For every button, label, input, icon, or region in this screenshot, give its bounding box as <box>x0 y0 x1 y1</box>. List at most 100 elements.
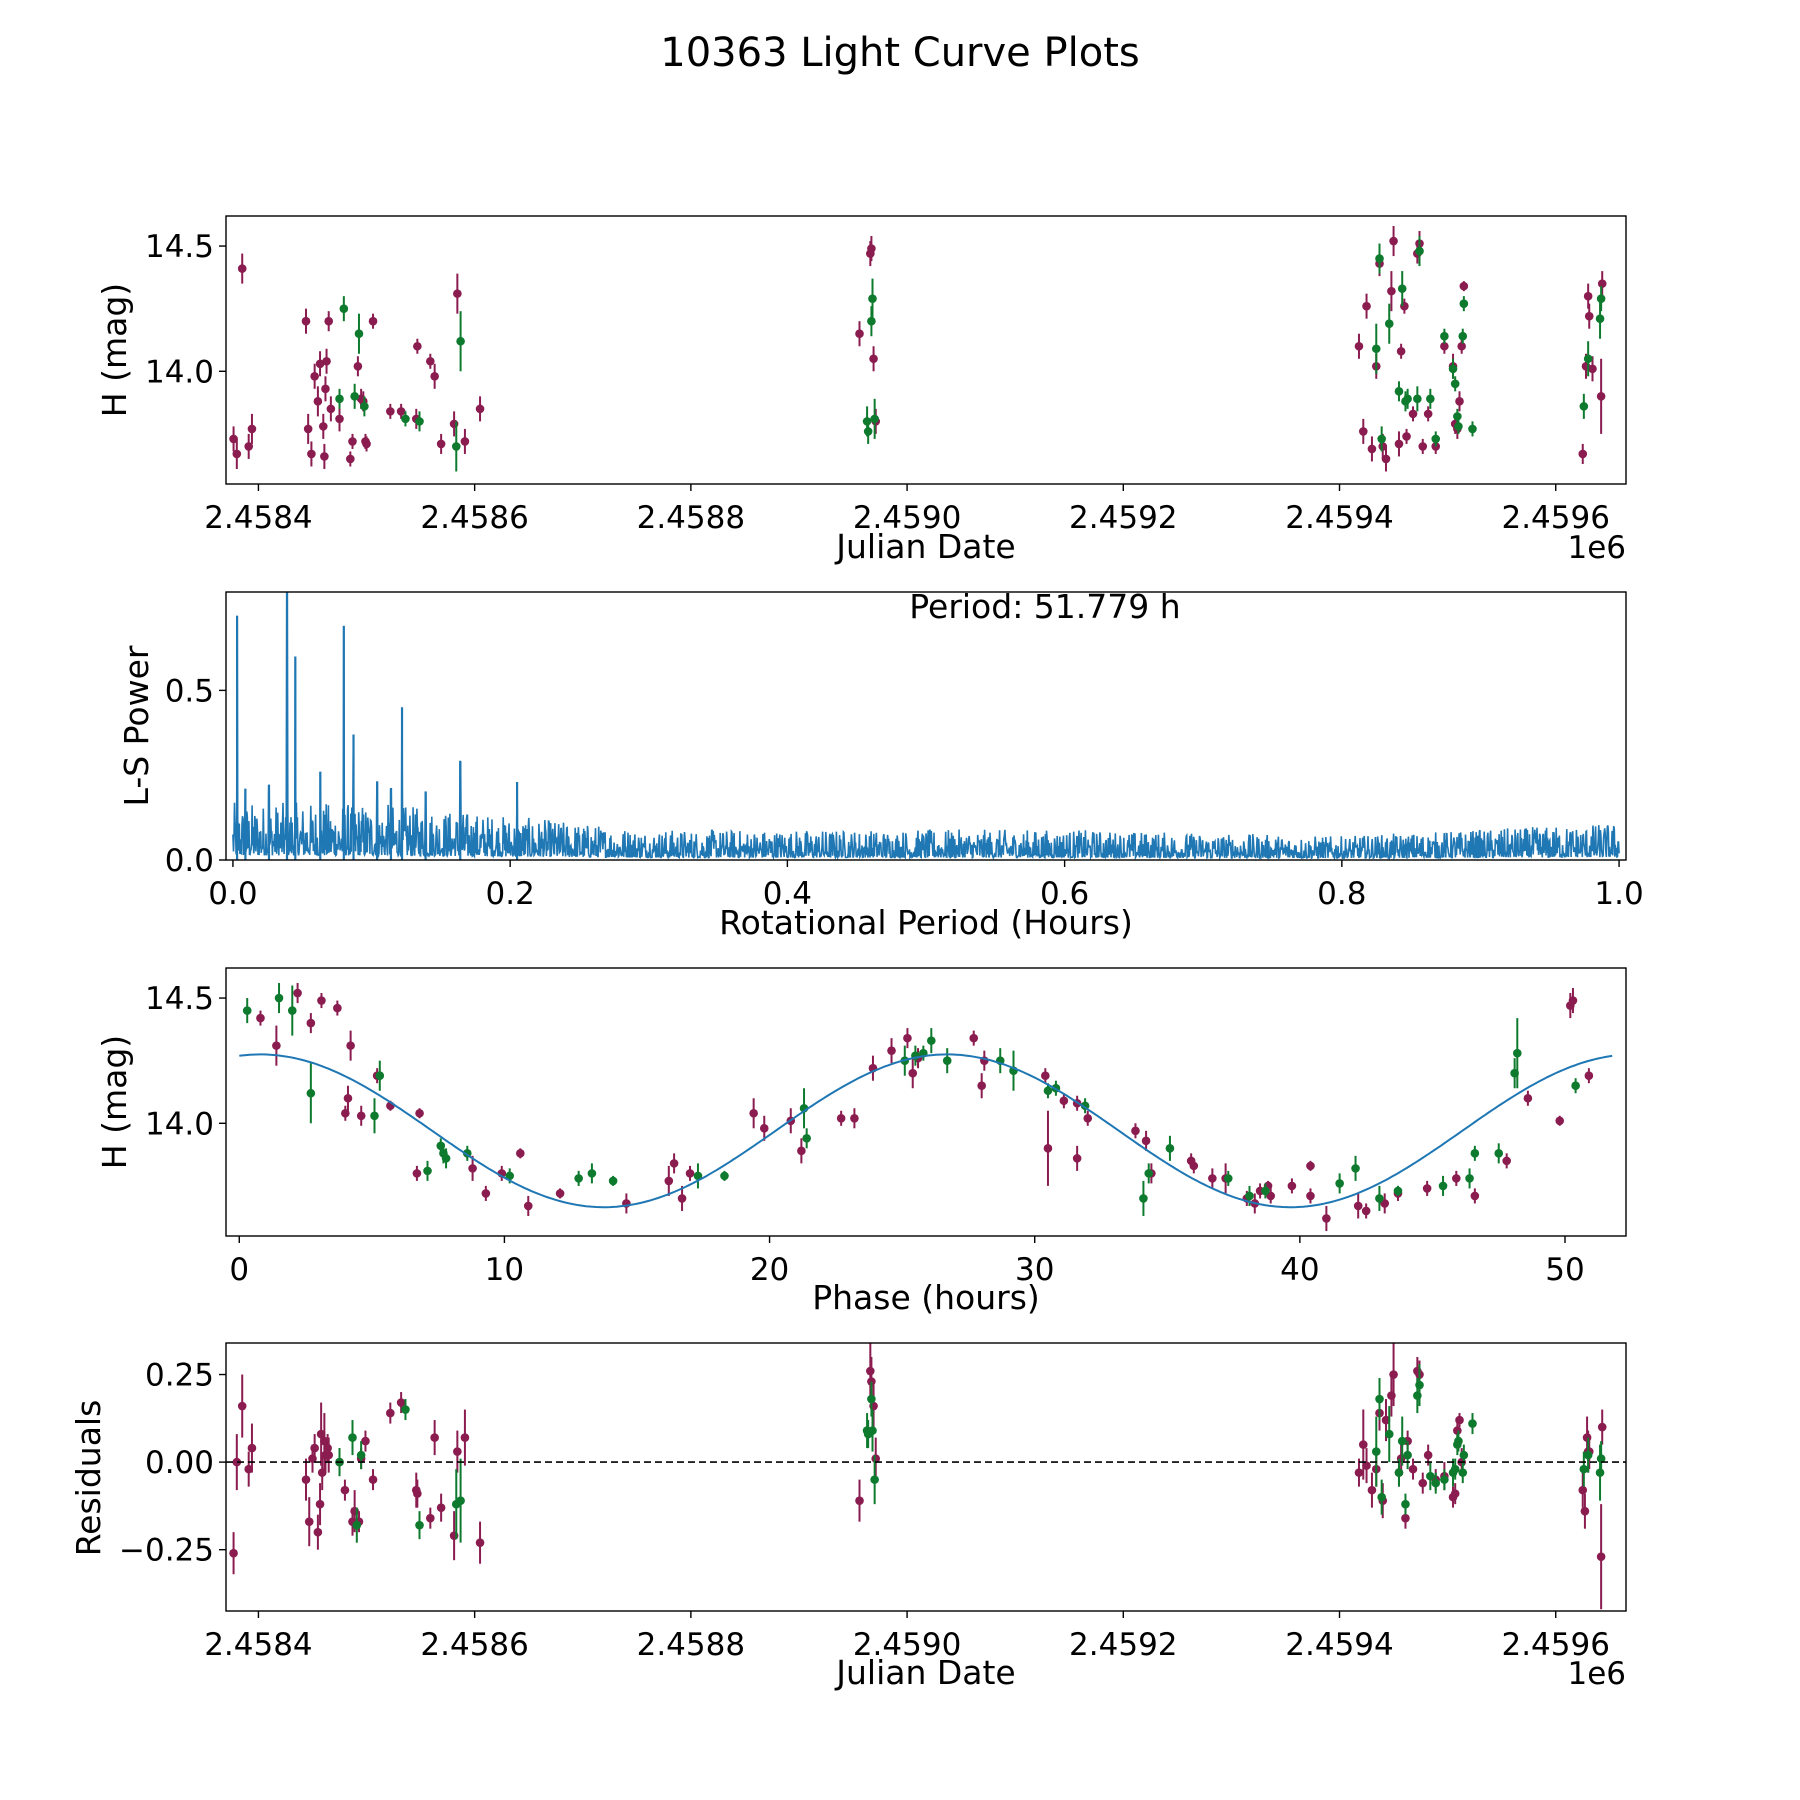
data-point <box>1440 331 1449 341</box>
data-point <box>1426 1471 1435 1481</box>
data-point <box>413 341 422 351</box>
data-point <box>350 392 359 401</box>
data-point <box>523 1201 533 1211</box>
data-point <box>362 439 371 449</box>
data-point <box>1306 1191 1315 1201</box>
data-point <box>229 434 238 444</box>
residuals-offset-label: 1e6 <box>1567 1656 1626 1692</box>
data-point <box>867 244 876 253</box>
data-point <box>368 316 378 326</box>
data-point <box>867 1394 876 1404</box>
data-point <box>1384 319 1394 329</box>
data-point <box>1597 1422 1607 1432</box>
y-tick-label: 0.00 <box>145 1445 214 1481</box>
lightcurve-plot-area <box>229 226 1607 472</box>
data-point <box>301 1475 311 1484</box>
data-point <box>1377 434 1386 444</box>
data-point <box>323 1443 332 1453</box>
data-point <box>1426 394 1435 404</box>
data-point <box>1431 1478 1441 1488</box>
data-point <box>1072 1154 1082 1163</box>
data-point <box>1418 442 1428 451</box>
periodogram-line <box>232 592 1620 860</box>
data-point <box>1413 394 1422 404</box>
data-point <box>1459 299 1469 308</box>
data-point <box>430 371 439 381</box>
data-point <box>868 1426 877 1435</box>
data-point <box>1470 1149 1480 1158</box>
data-point <box>693 1171 703 1181</box>
data-point <box>969 1033 979 1043</box>
x-tick-label: 40 <box>1280 1252 1319 1288</box>
y-tick-label: −0.25 <box>119 1533 214 1569</box>
data-point <box>370 1111 379 1121</box>
data-point <box>887 1046 896 1055</box>
data-point <box>1375 1394 1384 1404</box>
data-point <box>453 1447 462 1456</box>
periodogram-frame <box>225 591 1627 861</box>
data-point <box>352 1520 362 1530</box>
data-point <box>1377 1492 1386 1502</box>
data-point <box>368 1475 378 1484</box>
series-green <box>335 1364 1606 1543</box>
data-point <box>1397 1436 1407 1446</box>
data-point <box>868 294 877 303</box>
data-point <box>1584 1071 1594 1081</box>
series-green <box>242 983 1580 1216</box>
periodogram-ylabel: L-S Power <box>117 645 156 806</box>
data-point <box>335 414 344 424</box>
data-point <box>361 1436 370 1446</box>
data-point <box>1351 1164 1360 1173</box>
data-point <box>850 1113 859 1123</box>
lightcurve-frame <box>225 215 1627 485</box>
data-point <box>324 316 334 326</box>
data-point <box>353 361 363 371</box>
data-point <box>320 452 329 461</box>
period-annotation: Period: 51.779 h <box>909 587 1180 626</box>
data-point <box>871 1454 881 1463</box>
data-point <box>401 414 410 424</box>
data-point <box>797 1146 806 1156</box>
data-point <box>1440 1475 1449 1484</box>
data-point <box>1245 1191 1254 1201</box>
data-point <box>413 1489 422 1498</box>
data-point <box>1596 1454 1606 1463</box>
data-point <box>415 417 424 426</box>
data-point <box>555 1189 565 1198</box>
data-point <box>1596 392 1606 401</box>
data-point <box>375 1071 385 1081</box>
data-point <box>237 1401 247 1411</box>
data-point <box>346 1041 355 1050</box>
model-curve <box>239 1053 1613 1209</box>
data-point <box>1465 1174 1474 1183</box>
data-point <box>348 1433 357 1442</box>
data-point <box>1189 1161 1199 1171</box>
data-point <box>1459 1450 1469 1460</box>
y-tick-label: 0.5 <box>165 673 214 709</box>
data-point <box>1144 1169 1154 1178</box>
data-point <box>346 454 355 464</box>
lightcurve-panel: 2.4584 2.4586 2.4588 2.4590 2.4592 2.4594 2.45… <box>95 215 1627 566</box>
data-point <box>977 1081 986 1091</box>
data-point <box>335 394 344 404</box>
data-point <box>1041 1071 1050 1081</box>
data-point <box>1470 1191 1480 1201</box>
data-point <box>1431 434 1441 444</box>
x-tick-label: 2.4588 <box>637 1627 745 1663</box>
data-point <box>1387 286 1396 296</box>
lightcurve-offset-label: 1e6 <box>1567 530 1626 566</box>
data-point <box>1393 1186 1403 1196</box>
data-point <box>426 1513 435 1523</box>
data-point <box>1457 341 1466 351</box>
data-point <box>1375 1194 1384 1203</box>
data-point <box>1423 1450 1433 1460</box>
data-point <box>453 289 462 298</box>
data-point <box>1389 236 1398 246</box>
data-point <box>870 1475 879 1484</box>
data-point <box>1458 331 1468 341</box>
data-point <box>1468 1419 1477 1428</box>
x-tick-label: 0.6 <box>1040 876 1089 912</box>
x-tick-label: 2.4584 <box>204 500 312 536</box>
data-point <box>313 397 323 406</box>
data-point <box>1452 1174 1461 1183</box>
